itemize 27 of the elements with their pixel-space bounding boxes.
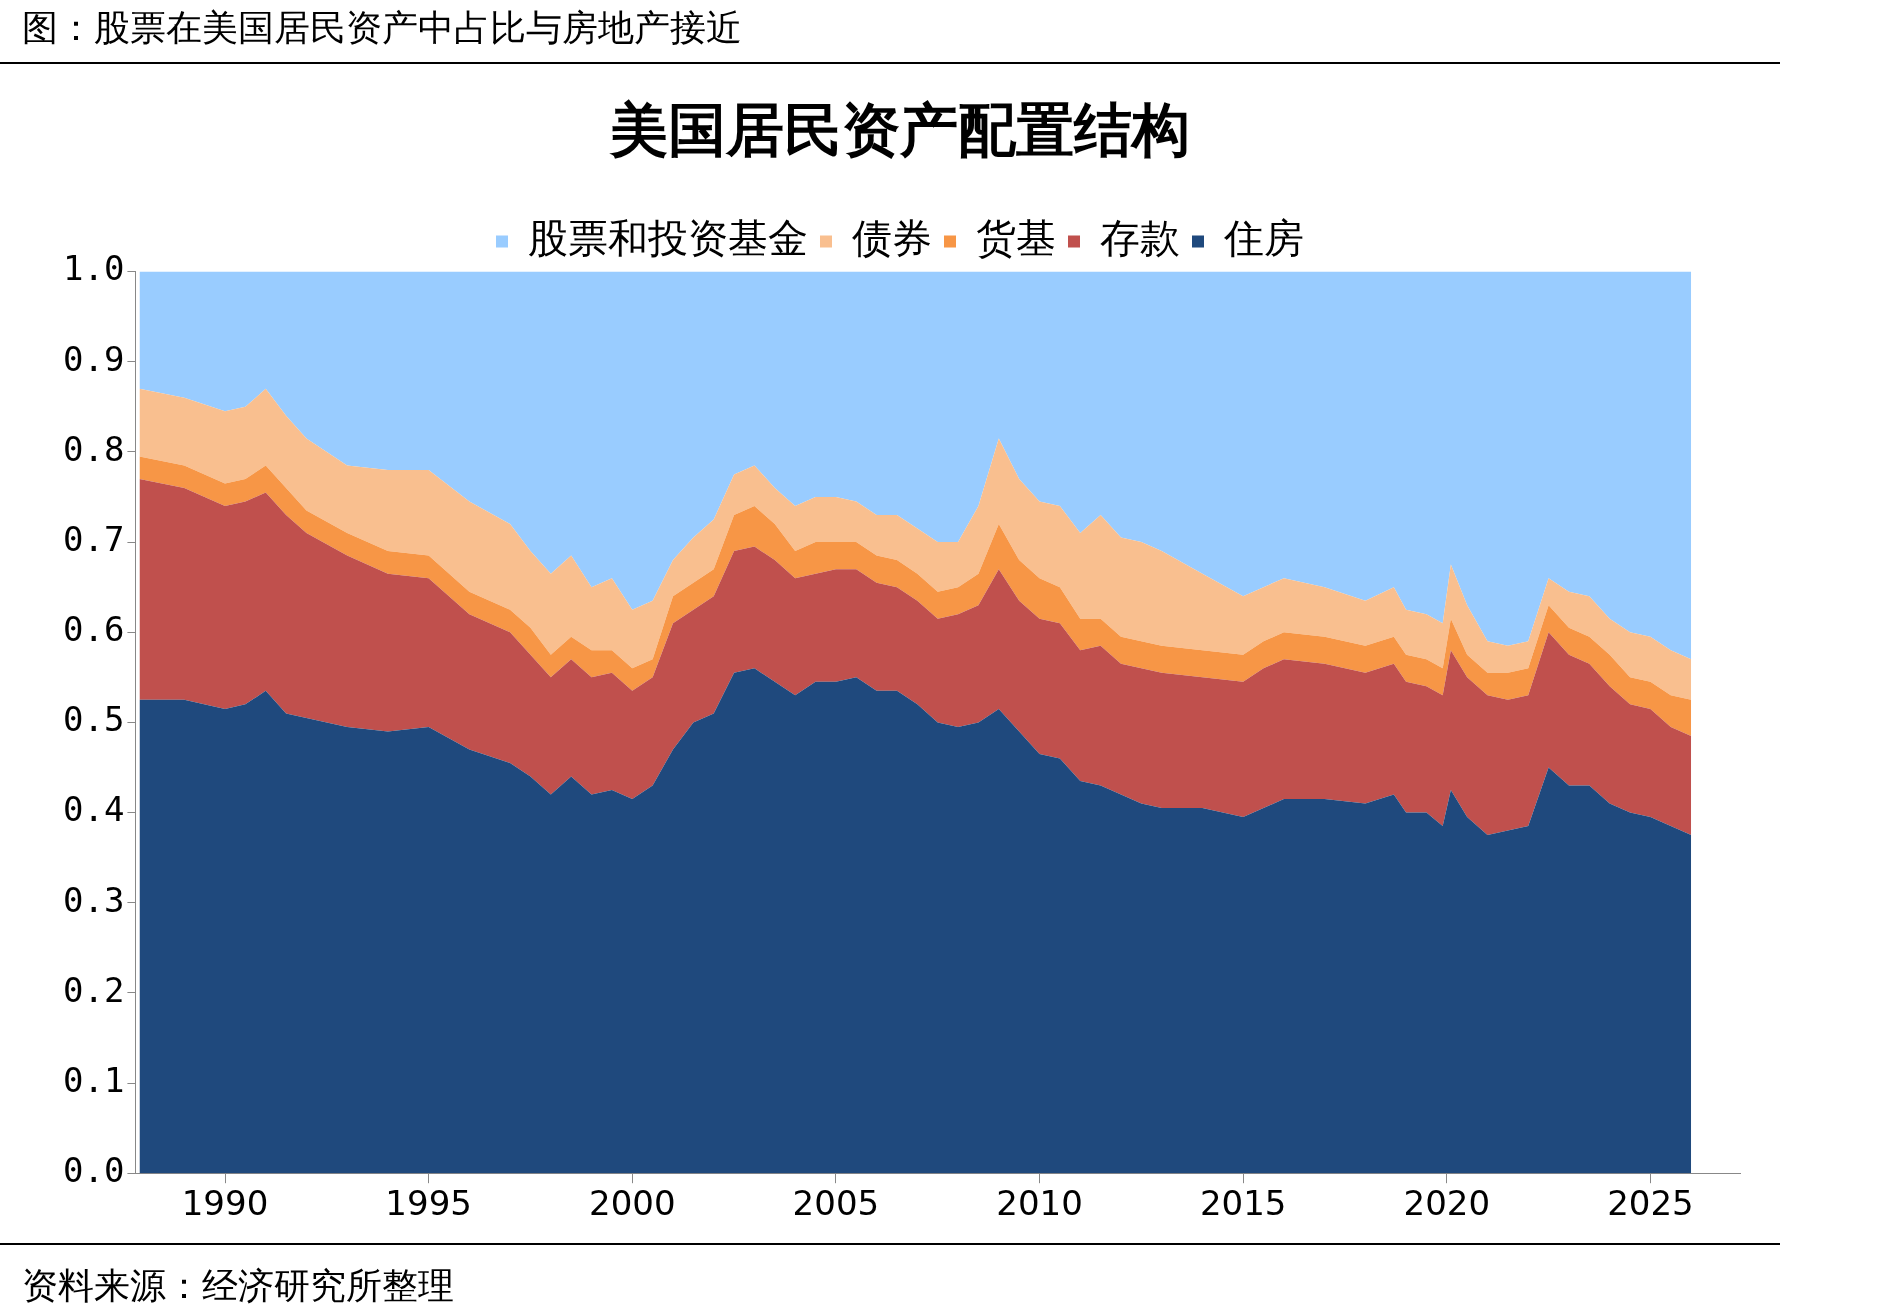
- y-tick-label: 0.7: [62, 518, 125, 559]
- y-tick-label: 0.1: [62, 1059, 125, 1100]
- chart-title: 图：股票在美国居民资产中占比与房地产接近: [22, 6, 742, 50]
- legend-label: 住房: [1223, 214, 1304, 261]
- x-tick-label: 1995: [385, 1183, 472, 1224]
- x-tick-label: 2005: [792, 1183, 880, 1224]
- y-tick-label: 0.0: [62, 1150, 125, 1191]
- x-tick-label: 2010: [996, 1183, 1083, 1224]
- x-tick-label: 2000: [589, 1183, 676, 1224]
- x-tick-label: 2025: [1607, 1183, 1694, 1224]
- y-tick-label: 0.3: [62, 879, 125, 920]
- y-tick-label: 1.0: [62, 248, 125, 289]
- y-tick-label: 0.5: [62, 699, 125, 740]
- legend-label: 存款: [1100, 214, 1180, 261]
- legend-label: 货基: [976, 214, 1056, 261]
- y-tick-label: 0.6: [62, 609, 125, 650]
- legend-label: 股票和投资基金: [528, 214, 808, 261]
- y-tick-label: 0.4: [62, 789, 125, 830]
- x-tick-label: 2015: [1199, 1183, 1287, 1224]
- y-tick-label: 0.2: [62, 969, 125, 1010]
- text: 资料来源：经济研究所整理: [22, 1264, 454, 1308]
- y-tick-label: 0.8: [62, 428, 125, 469]
- x-tick-label: 1990: [181, 1183, 269, 1224]
- chart-subtitle: 美国居民资产配置结构: [609, 95, 1190, 164]
- x-tick-label: 2020: [1403, 1183, 1491, 1224]
- y-tick-label: 0.9: [62, 338, 125, 379]
- legend-label: 债券: [852, 214, 932, 261]
